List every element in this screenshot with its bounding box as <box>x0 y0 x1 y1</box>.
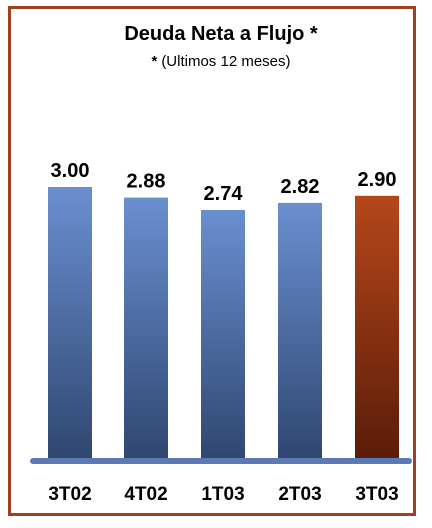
value-labels-group: 3.00 2.88 2.74 2.82 2.90 <box>51 160 397 205</box>
value-label-3T02: 3.00 <box>51 160 90 182</box>
category-label-4T02: 4T02 <box>124 484 167 505</box>
bars-group <box>48 187 399 462</box>
chart-title: Deuda Neta a Flujo * <box>124 23 318 45</box>
x-axis-baseline <box>30 458 412 464</box>
bar-3T03 <box>355 195 399 462</box>
chart-subtitle: * (Ultimos 12 meses) <box>151 53 290 70</box>
subtitle-text: (Ultimos 12 meses) <box>161 53 290 70</box>
subtitle-marker: * <box>151 53 157 70</box>
value-label-3T03: 2.90 <box>358 169 397 191</box>
category-label-1T03: 1T03 <box>201 484 244 505</box>
category-labels-group: 3T02 4T02 1T03 2T03 3T03 <box>48 484 398 505</box>
bar-2T03 <box>278 202 322 461</box>
bar-4T02 <box>124 197 168 461</box>
category-label-3T03: 3T03 <box>355 484 398 505</box>
bar-3T02 <box>48 187 92 461</box>
value-label-1T03: 2.74 <box>204 183 244 205</box>
category-label-2T03: 2T03 <box>278 484 321 505</box>
value-label-2T03: 2.82 <box>281 176 320 198</box>
value-label-4T02: 2.88 <box>127 171 166 193</box>
bar-1T03 <box>201 210 245 461</box>
category-label-3T02: 3T02 <box>48 484 91 505</box>
